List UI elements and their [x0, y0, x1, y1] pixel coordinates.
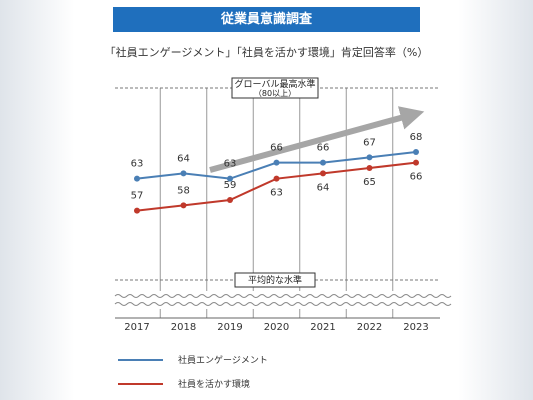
global-level-sublabel: （80以上） — [254, 89, 296, 98]
axis-break-band — [115, 291, 440, 309]
data-label: 63 — [270, 188, 283, 199]
data-label: 57 — [131, 191, 144, 202]
data-point — [134, 175, 140, 182]
data-label: 64 — [177, 153, 190, 164]
data-point — [180, 202, 187, 209]
data-point — [320, 170, 326, 177]
legend-label-2: 社員を活かす環境 — [178, 378, 250, 390]
axis-break-wave — [114, 302, 452, 306]
x-tick-label: 2018 — [171, 322, 196, 333]
chart-subtitle: 「社員エンゲージメント」「社員を活かす環境」肯定回答率（%） — [104, 46, 429, 59]
x-tick-label: 2017 — [124, 322, 149, 333]
data-label: 63 — [224, 159, 237, 170]
data-point — [413, 159, 419, 166]
data-label: 66 — [317, 143, 330, 154]
data-label: 68 — [410, 132, 423, 143]
data-label: 66 — [270, 143, 283, 154]
data-point — [273, 175, 280, 182]
data-label: 59 — [224, 180, 237, 191]
data-point — [413, 149, 419, 155]
legend-label-1: 社員エンゲージメント — [178, 354, 268, 366]
data-label: 67 — [363, 137, 376, 148]
global-level-label-box — [231, 77, 319, 99]
x-tick-label: 2023 — [403, 322, 428, 333]
page-title: 従業員意識調査 — [113, 7, 420, 32]
average-level-label-box — [234, 272, 316, 288]
data-label: 64 — [317, 182, 330, 193]
trend-arrow — [209, 106, 425, 173]
data-point — [227, 197, 233, 203]
x-tick-label: 2022 — [357, 322, 382, 333]
data-point — [134, 207, 140, 214]
x-tick-label: 2021 — [310, 322, 335, 333]
data-label: 58 — [177, 185, 190, 196]
data-point — [227, 175, 233, 182]
data-point — [273, 159, 280, 166]
data-label: 63 — [131, 159, 144, 170]
data-point — [320, 159, 326, 166]
data-point — [366, 165, 373, 171]
average-level-label: 平均的な水準 — [248, 274, 302, 286]
data-point — [366, 154, 373, 161]
data-label: 65 — [363, 177, 376, 188]
data-label: 66 — [410, 172, 423, 183]
x-tick-label: 2020 — [264, 322, 289, 333]
data-point — [180, 170, 187, 177]
axis-break-wave — [114, 294, 452, 298]
global-level-label: グローバル最高水準 — [235, 78, 316, 90]
x-tick-label: 2019 — [217, 322, 242, 333]
